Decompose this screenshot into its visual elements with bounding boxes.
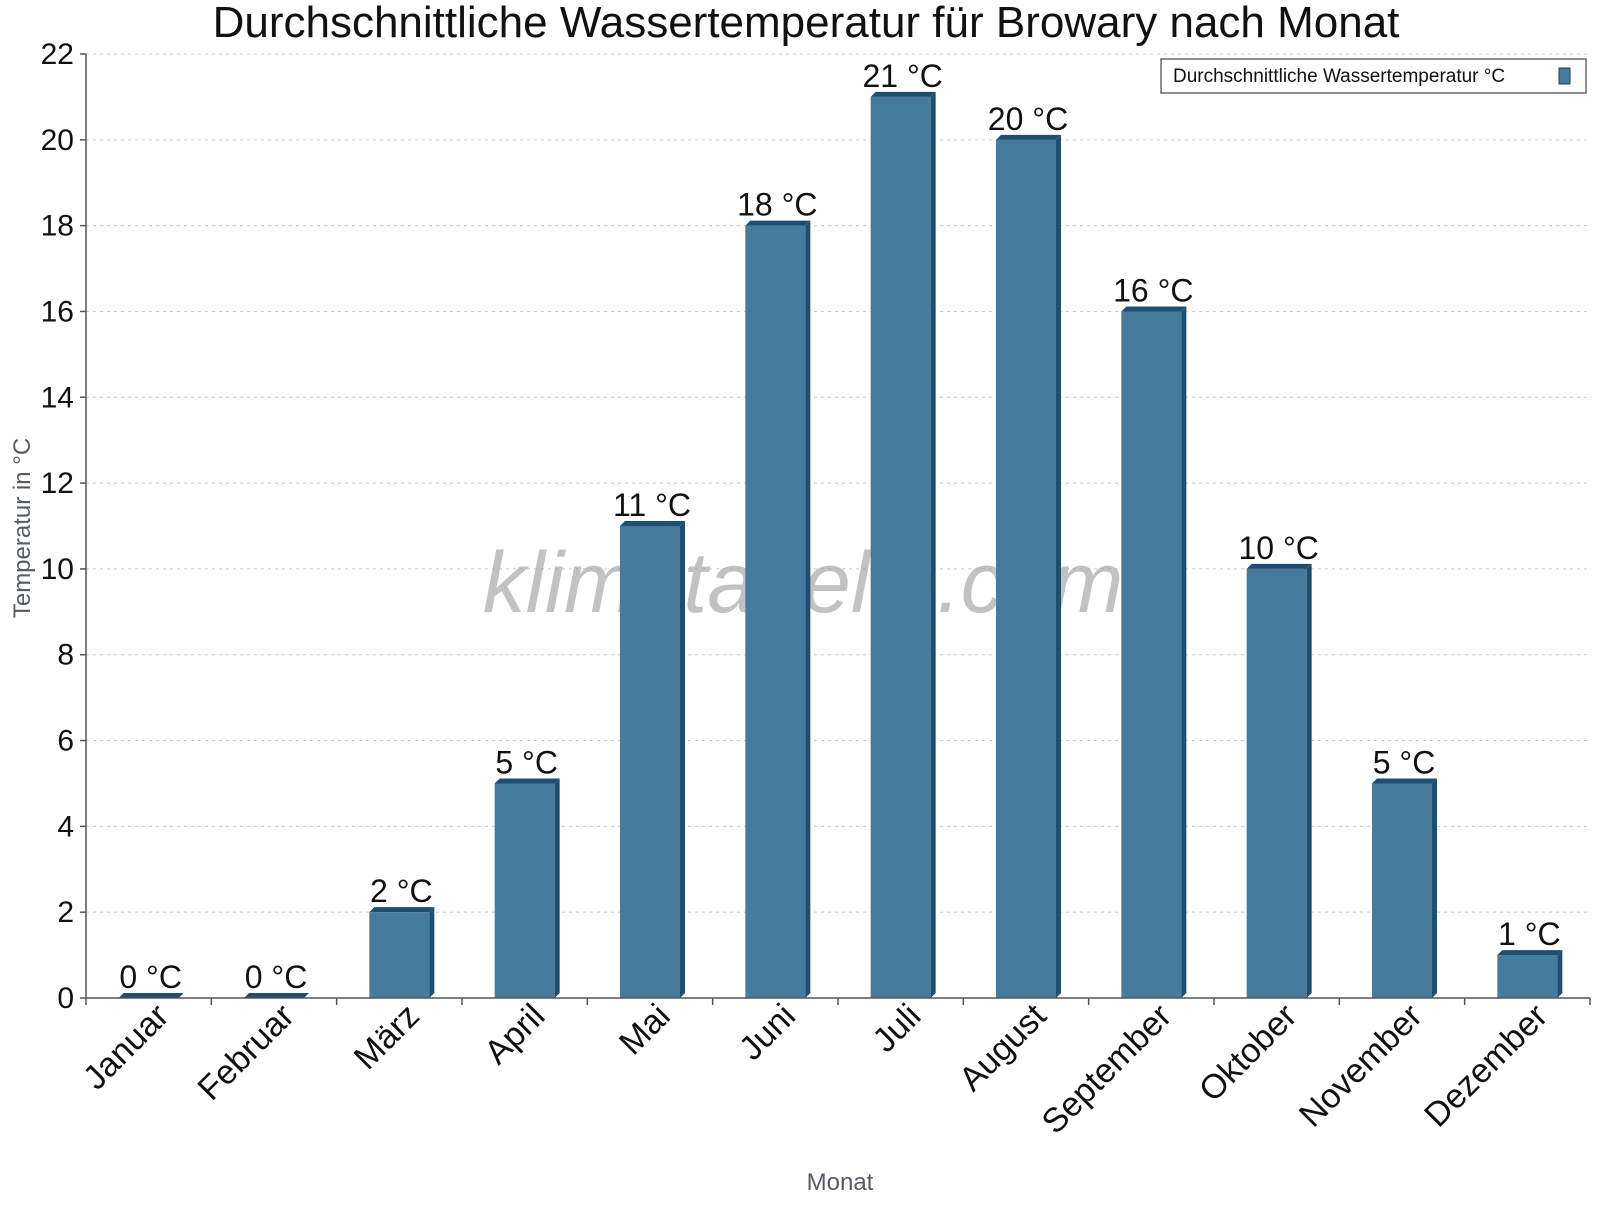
data-labels: 0 °C 0 °C 2 °C 5 °C 11 °C 18 °C 21 °C 20 °C 16 °… xyxy=(119,58,1560,995)
data-label: 18 °C xyxy=(737,187,817,223)
bar-top xyxy=(870,91,936,97)
y-axis-title: Temperatur in °C xyxy=(9,438,36,618)
data-label: 10 °C xyxy=(1238,530,1318,566)
bar-top xyxy=(1497,950,1563,956)
x-tick-label: Juli xyxy=(865,997,928,1060)
legend-label: Durchschnittliche Wassertemperatur °C xyxy=(1173,66,1505,87)
bar-side xyxy=(1432,778,1437,998)
bar-top xyxy=(745,220,811,226)
bar-top xyxy=(118,993,184,998)
bar-front xyxy=(620,526,680,998)
bar-side xyxy=(805,220,811,999)
y-tick-label: 0 xyxy=(57,982,74,1015)
x-tick-label: Oktober xyxy=(1192,997,1304,1109)
legend: Durchschnittliche Wassertemperatur °C xyxy=(1160,58,1587,94)
bar-front xyxy=(494,783,555,998)
bars xyxy=(118,91,1563,999)
bar-top xyxy=(494,778,560,784)
bar xyxy=(1372,778,1437,998)
bar-front xyxy=(870,96,931,999)
bar-front xyxy=(369,912,430,998)
data-label: 16 °C xyxy=(1113,272,1193,308)
bar-top xyxy=(996,134,1061,140)
bar-top xyxy=(1121,306,1187,312)
x-tick-label: November xyxy=(1292,997,1430,1135)
bar xyxy=(996,134,1061,998)
x-tick-label: Februar xyxy=(191,997,302,1108)
y-tick-label: 22 xyxy=(41,38,74,71)
bar xyxy=(494,778,560,998)
bar xyxy=(118,993,184,998)
x-axis-title: Monat xyxy=(807,1169,874,1196)
chart-title: Durchschnittliche Wassertemperatur für B… xyxy=(213,0,1400,47)
bar xyxy=(244,993,309,998)
bar xyxy=(1497,950,1563,998)
data-label: 0 °C xyxy=(119,959,182,995)
bar-front xyxy=(1246,568,1307,998)
data-label: 5 °C xyxy=(1373,744,1436,780)
bar-front xyxy=(1497,955,1558,998)
x-tick-label: März xyxy=(347,997,427,1077)
grid-lines xyxy=(86,53,1590,913)
x-tick-labels: Januar Februar März April Mai Juni Juli AugustS… xyxy=(76,996,1555,1141)
axes xyxy=(80,53,1591,1005)
bar-side xyxy=(554,778,560,998)
bar-side xyxy=(1306,563,1312,998)
data-label: 20 °C xyxy=(988,101,1068,137)
legend-swatch xyxy=(1558,67,1571,85)
y-tick-label: 16 xyxy=(41,295,74,328)
bar xyxy=(1246,563,1312,998)
x-tick-label: Mai xyxy=(612,997,678,1063)
bar-front xyxy=(996,139,1056,998)
y-tick-label: 14 xyxy=(41,381,74,414)
y-tick-label: 4 xyxy=(57,810,74,843)
x-tick-label: Dezember xyxy=(1417,997,1555,1135)
x-tick-label: August xyxy=(952,996,1054,1098)
legend-box xyxy=(1160,58,1587,94)
bar-top xyxy=(244,993,309,998)
data-label: 2 °C xyxy=(370,873,433,909)
data-label: 5 °C xyxy=(495,744,558,780)
data-label: 1 °C xyxy=(1498,916,1561,952)
bar-top xyxy=(369,907,435,913)
bar-side xyxy=(1557,950,1563,998)
x-tick-label: Juni xyxy=(732,997,803,1068)
y-tick-label: 18 xyxy=(41,210,74,243)
bar xyxy=(620,521,685,998)
y-tick-label: 8 xyxy=(57,639,74,672)
bar-side xyxy=(930,91,936,999)
bar-front xyxy=(1372,783,1432,998)
bar-side xyxy=(429,907,435,998)
bar-side xyxy=(1056,134,1061,998)
y-tick-label: 10 xyxy=(41,553,74,586)
x-tick-label: September xyxy=(1035,997,1179,1141)
x-tick-label: Januar xyxy=(76,997,176,1097)
bar-side xyxy=(1181,306,1187,998)
y-tick-label: 6 xyxy=(57,725,74,758)
y-tick-label: 12 xyxy=(41,467,74,500)
bar-top xyxy=(1246,563,1312,569)
data-label: 0 °C xyxy=(245,959,308,995)
bar xyxy=(745,220,811,999)
y-tick-label: 20 xyxy=(41,124,74,157)
x-tick-label: April xyxy=(477,997,552,1072)
data-label: 21 °C xyxy=(862,58,942,94)
bar-front xyxy=(745,225,806,999)
bar xyxy=(1121,306,1187,998)
bar-front xyxy=(1121,311,1182,998)
bar-top xyxy=(1372,778,1437,784)
bar-top xyxy=(620,521,685,526)
y-tick-label: 2 xyxy=(57,896,74,929)
bar-side xyxy=(680,521,685,998)
bar xyxy=(870,91,936,999)
bar xyxy=(369,907,435,998)
y-tick-labels: 0 2 4 6 8 10 12 14 16 18 20 22 xyxy=(41,38,74,1015)
data-label: 11 °C xyxy=(613,487,691,523)
